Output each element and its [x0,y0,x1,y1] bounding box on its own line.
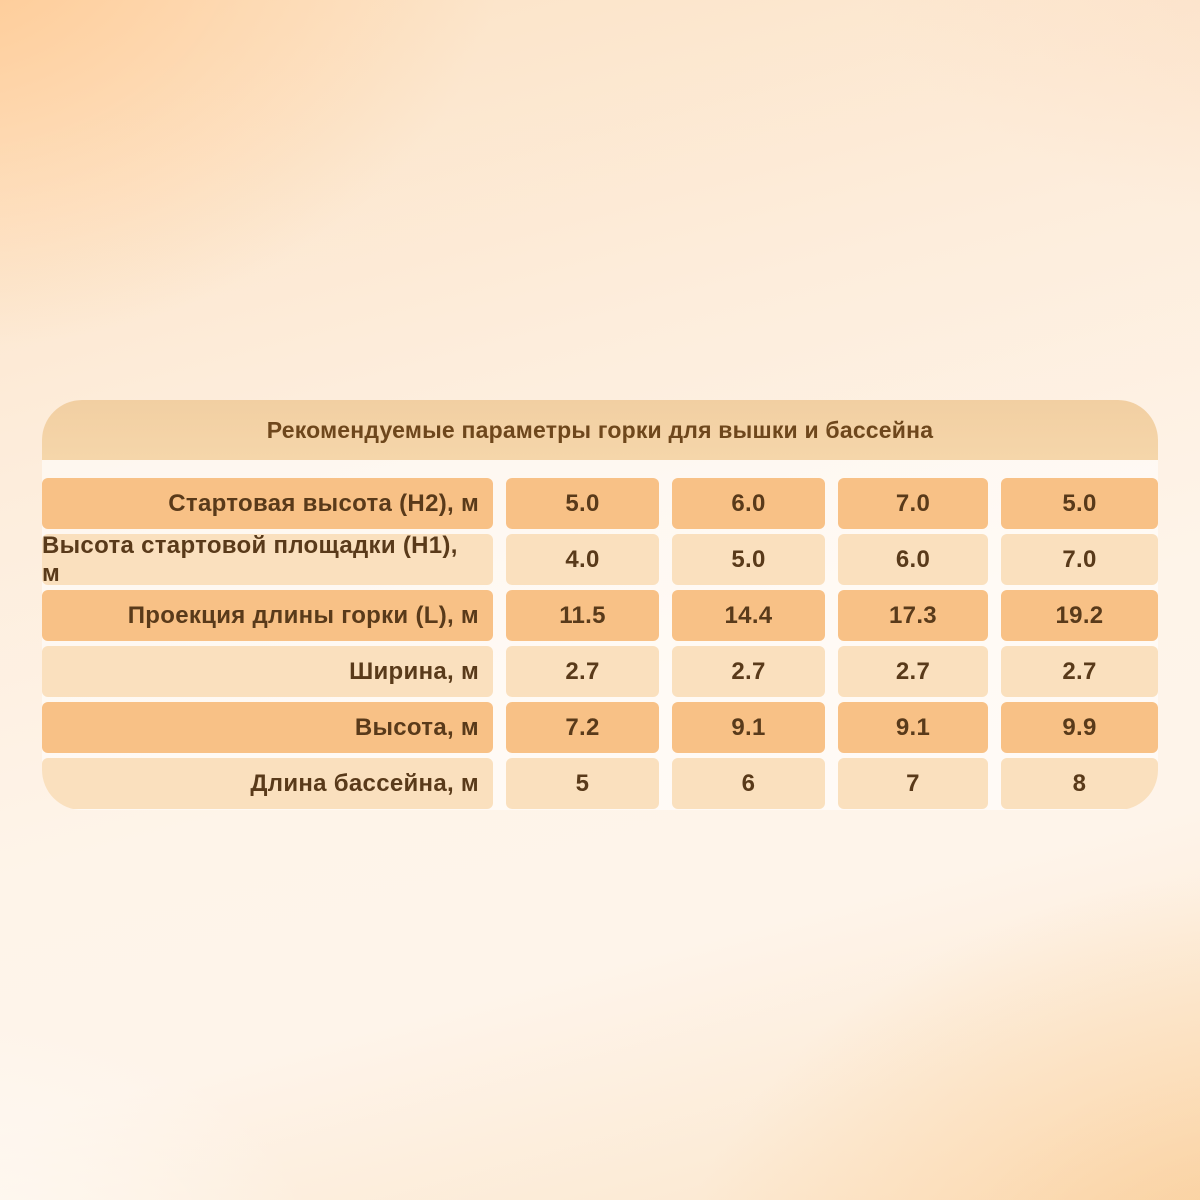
value-cell: 2.7 [1001,646,1158,697]
parameters-table: Стартовая высота (H2), м 5.0 6.0 7.0 5.0… [42,478,1158,809]
card-header: Рекомендуемые параметры горки для вышки … [42,400,1158,460]
value-cell: 5.0 [506,478,659,529]
value-cell: 6.0 [838,534,988,585]
value-cell: 2.7 [838,646,988,697]
row-label: Проекция длины горки (L), м [42,590,493,641]
value-cell: 7.0 [1001,534,1158,585]
value-cell: 9.1 [672,702,825,753]
value-cell: 5.0 [1001,478,1158,529]
value-cell: 9.9 [1001,702,1158,753]
row-label: Ширина, м [42,646,493,697]
value-cell: 7.2 [506,702,659,753]
value-cell: 2.7 [672,646,825,697]
value-cell: 11.5 [506,590,659,641]
value-cell: 2.7 [506,646,659,697]
row-label: Длина бассейна, м [42,758,493,809]
value-cell: 6 [672,758,825,809]
card-title: Рекомендуемые параметры горки для вышки … [266,416,934,443]
value-cell: 5 [506,758,659,809]
value-cell: 8 [1001,758,1158,809]
value-cell: 4.0 [506,534,659,585]
value-cell: 7.0 [838,478,988,529]
value-cell: 19.2 [1001,590,1158,641]
row-label: Высота, м [42,702,493,753]
row-label: Высота стартовой площадки (H1), м [42,532,493,587]
value-cell: 7 [838,758,988,809]
value-cell: 6.0 [672,478,825,529]
value-cell: 5.0 [672,534,825,585]
parameters-card: Рекомендуемые параметры горки для вышки … [42,400,1158,810]
value-cell: 14.4 [672,590,825,641]
row-label: Стартовая высота (H2), м [42,478,493,529]
value-cell: 9.1 [838,702,988,753]
value-cell: 17.3 [838,590,988,641]
